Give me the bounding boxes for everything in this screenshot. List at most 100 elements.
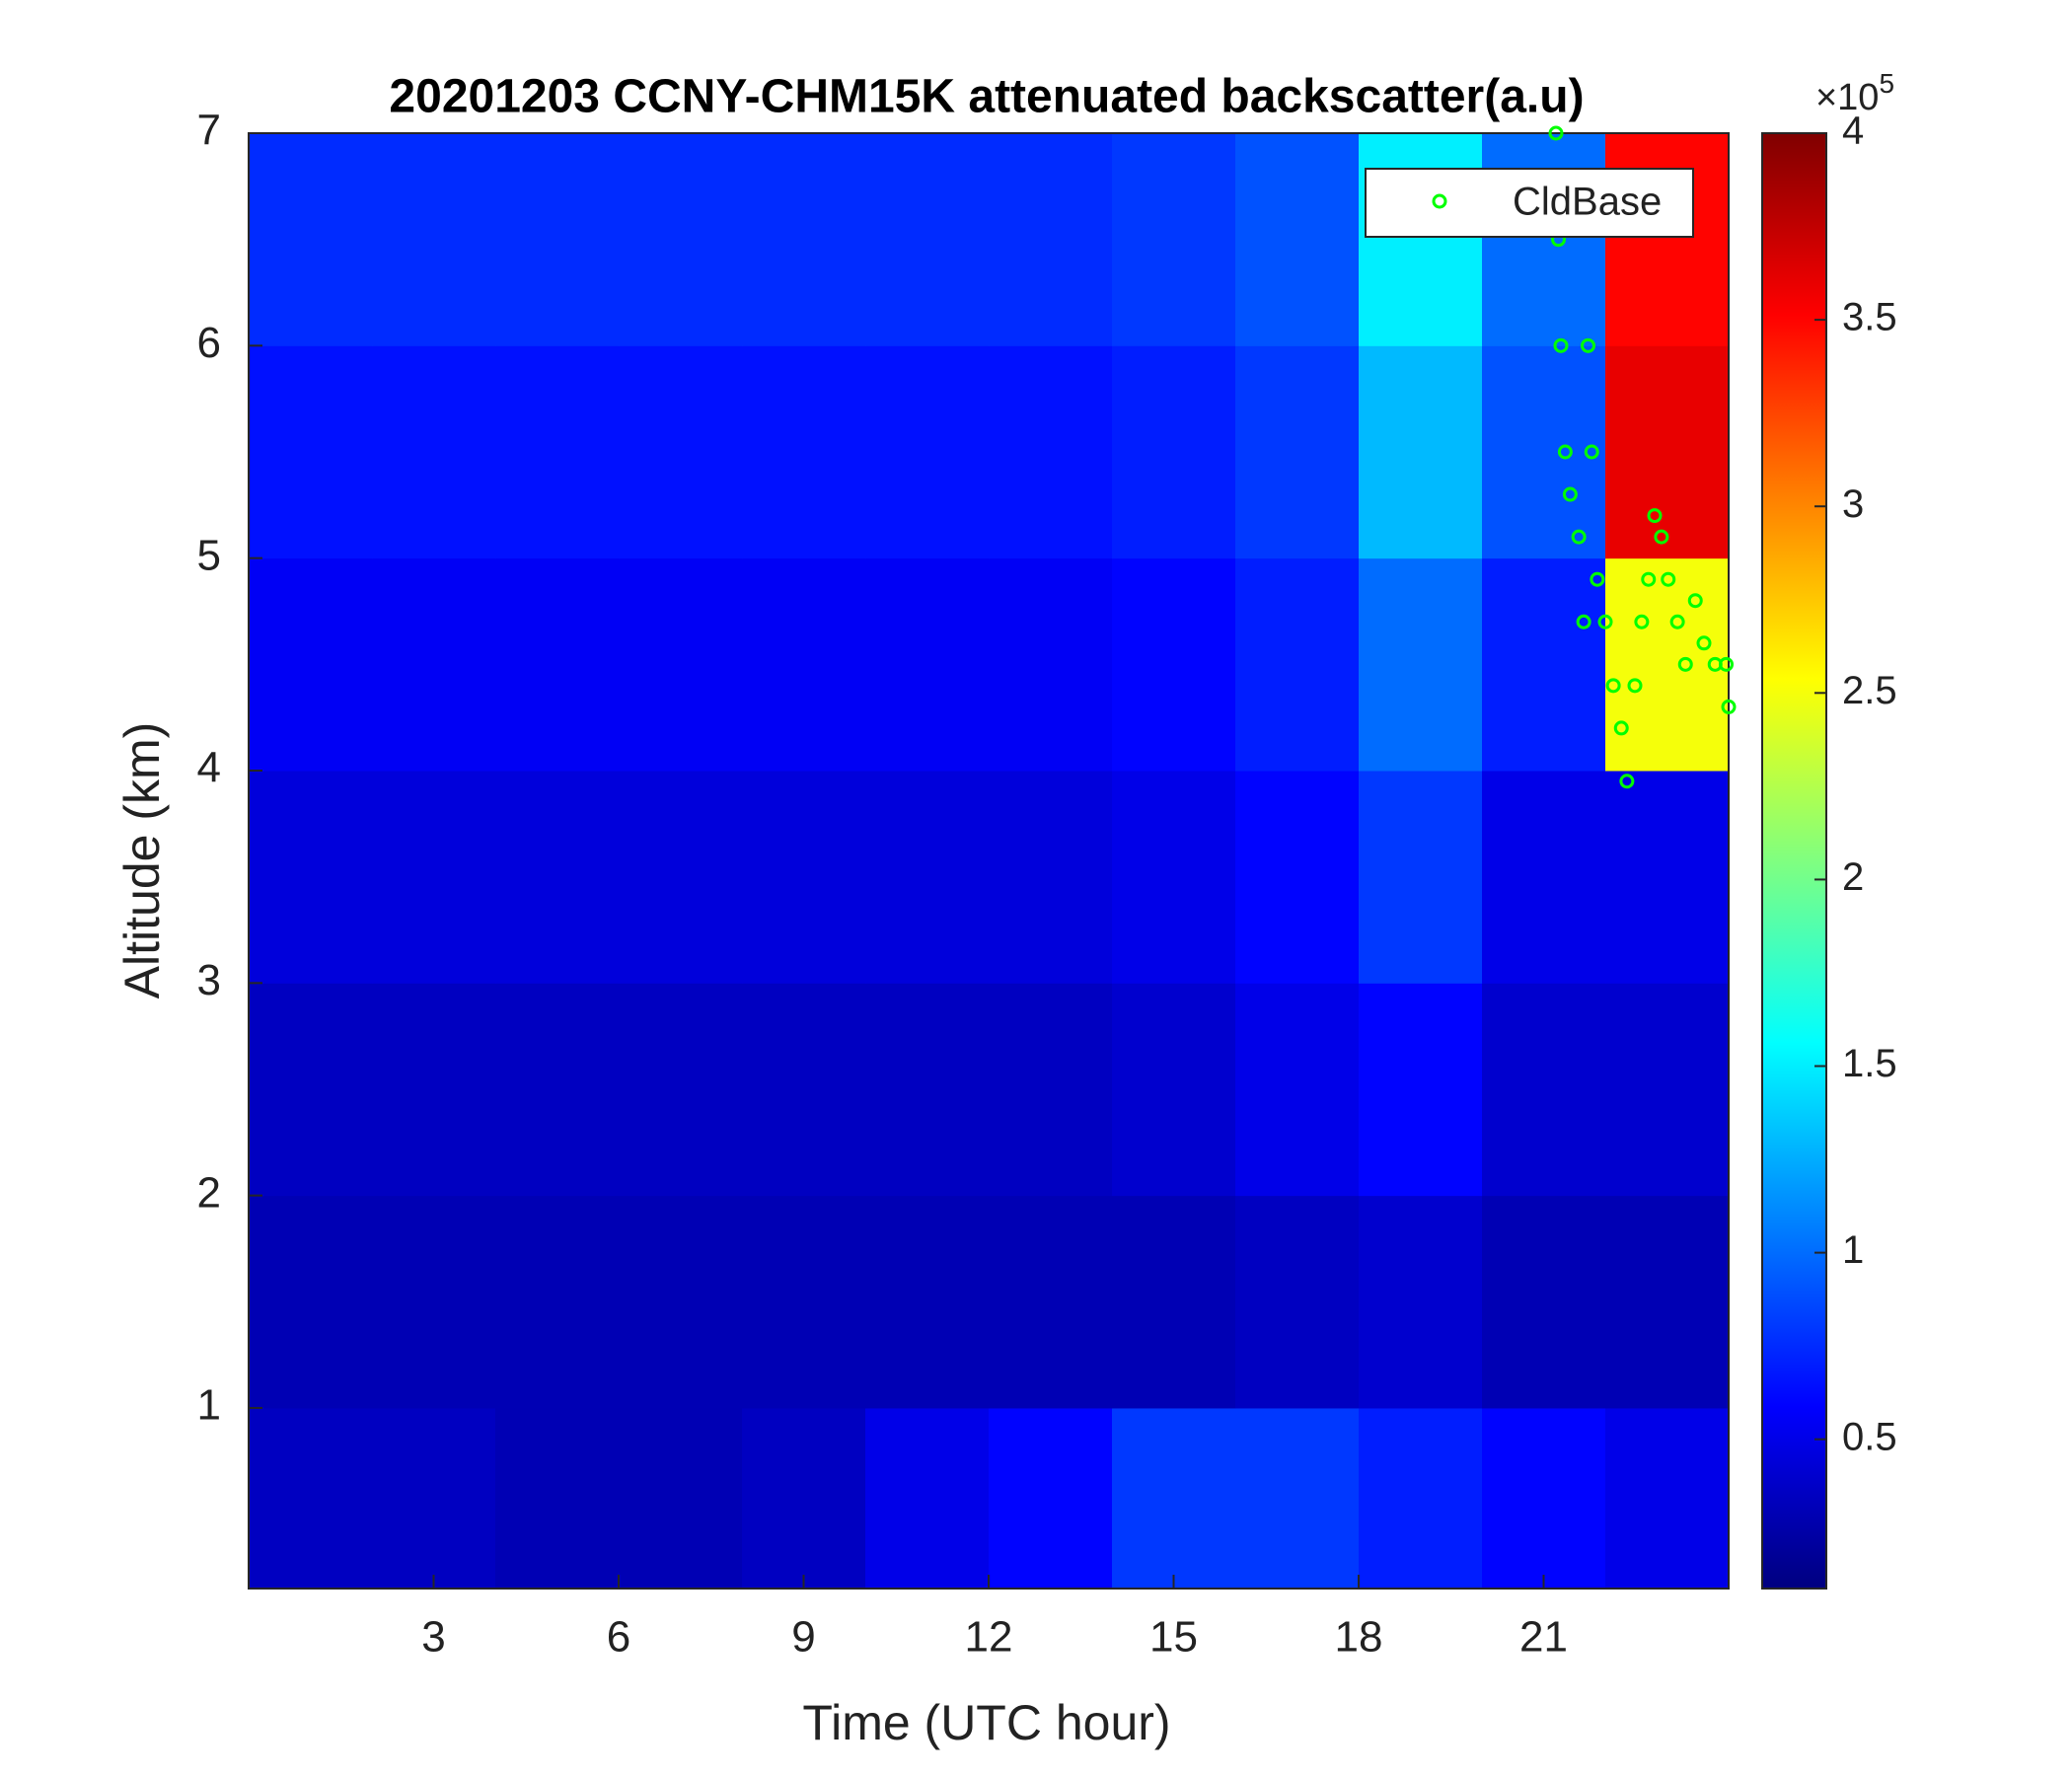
cloud-base-point — [1677, 656, 1693, 672]
colorbar-tick-label: 0.5 — [1842, 1415, 1897, 1458]
heatmap-cell — [1482, 557, 1606, 772]
heatmap-cell — [989, 345, 1113, 559]
heatmap-cell — [742, 1407, 866, 1590]
legend-box — [1365, 168, 1694, 238]
colorbar-tick-label: 1 — [1842, 1228, 1864, 1272]
heatmap-cell — [1605, 983, 1730, 1197]
heatmap-cell — [1359, 1195, 1483, 1409]
heatmap-cell — [1235, 557, 1360, 772]
heatmap-cell — [372, 557, 496, 772]
heatmap-cell — [1112, 1407, 1236, 1590]
heatmap-cell — [249, 1195, 373, 1409]
heatmap-cell — [1359, 983, 1483, 1197]
y-tick-label: 4 — [197, 744, 221, 792]
heatmap-cell — [495, 770, 620, 984]
heatmap-cell — [495, 1195, 620, 1409]
y-tick-label: 6 — [197, 319, 221, 367]
heatmap-cell — [989, 1195, 1113, 1409]
heatmap-cell — [1605, 1195, 1730, 1409]
cloud-base-point — [1619, 774, 1635, 789]
heatmap-cell — [495, 133, 620, 346]
cloud-base-point — [1562, 486, 1578, 502]
cloud-base-point — [1576, 614, 1591, 629]
colorbar — [1761, 132, 1827, 1590]
heatmap-cell — [495, 557, 620, 772]
heatmap-cell — [865, 557, 990, 772]
heatmap-cell — [1112, 133, 1236, 346]
colorbar-tick-label: 2 — [1842, 855, 1864, 899]
colorbar-tick-label: 3 — [1842, 482, 1864, 526]
cloud-base-point — [1557, 444, 1573, 460]
heatmap-cell — [989, 557, 1113, 772]
y-tick-label: 7 — [197, 107, 221, 155]
heatmap-cell — [619, 133, 743, 346]
x-tick-label: 15 — [1149, 1613, 1198, 1662]
heatmap-cell — [1482, 1195, 1606, 1409]
x-tick-label: 6 — [607, 1613, 630, 1662]
heatmap-cell — [495, 983, 620, 1197]
heatmap-cell — [1235, 770, 1360, 984]
heatmap-cell — [249, 345, 373, 559]
cloud-base-point — [1627, 678, 1643, 694]
heatmap-cell — [742, 983, 866, 1197]
heatmap-cell — [495, 345, 620, 559]
cloud-base-point — [1669, 614, 1685, 629]
heatmap-cell — [495, 1407, 620, 1590]
x-tick-label: 3 — [421, 1613, 445, 1662]
heatmap-cell — [865, 983, 990, 1197]
heatmap-cell — [1359, 770, 1483, 984]
heatmap-cell — [1235, 133, 1360, 346]
heatmap-cell — [619, 983, 743, 1197]
heatmap-cell — [1359, 133, 1483, 346]
heatmap-cell — [989, 983, 1113, 1197]
cloud-base-point — [1719, 656, 1734, 672]
legend-marker — [1432, 193, 1447, 209]
cloud-base-point — [1613, 720, 1629, 736]
heatmap-cell — [1482, 1407, 1606, 1590]
x-tick-label: 18 — [1335, 1613, 1383, 1662]
heatmap-cell — [372, 345, 496, 559]
heatmap-cell — [865, 770, 990, 984]
cloud-base-point — [1597, 614, 1613, 629]
heatmap-cell — [742, 1195, 866, 1409]
cloud-base-point — [1721, 699, 1737, 714]
cloud-base-point — [1548, 125, 1564, 141]
colorbar-scale-exponent: 5 — [1879, 68, 1894, 99]
heatmap-cell — [372, 983, 496, 1197]
heatmap-cell — [1112, 770, 1236, 984]
cloud-base-point — [1661, 571, 1676, 587]
heatmap-cell — [1235, 1407, 1360, 1590]
heatmap-cell — [1482, 770, 1606, 984]
heatmap-cell — [372, 1195, 496, 1409]
x-tick-label: 12 — [965, 1613, 1013, 1662]
heatmap-cell — [1482, 983, 1606, 1197]
heatmap-cell — [989, 770, 1113, 984]
heatmap-cell — [1605, 770, 1730, 984]
heatmap-cell — [619, 345, 743, 559]
colorbar-tick-label: 4 — [1842, 110, 1864, 153]
cloud-base-point — [1571, 529, 1587, 545]
heatmap-cell — [372, 1407, 496, 1590]
cloud-base-point — [1696, 635, 1712, 651]
heatmap-cell — [249, 770, 373, 984]
heatmap-cell — [989, 1407, 1113, 1590]
colorbar-tick-label: 1.5 — [1842, 1042, 1897, 1085]
heatmap-cell — [619, 1195, 743, 1409]
heatmap-cell — [249, 557, 373, 772]
heatmap-cell — [619, 557, 743, 772]
cloud-base-point — [1647, 508, 1663, 524]
cloud-base-point — [1654, 529, 1669, 545]
heatmap-cell — [865, 345, 990, 559]
chart-title: 20201203 CCNY-CHM15K attenuated backscat… — [389, 71, 1584, 123]
heatmap-cell — [1605, 345, 1730, 559]
cloud-base-point — [1584, 444, 1599, 460]
cloud-base-point — [1687, 593, 1703, 609]
heatmap-cell — [619, 1407, 743, 1590]
heatmap-cell — [989, 133, 1113, 346]
cloud-base-point — [1605, 678, 1621, 694]
cloud-base-point — [1590, 571, 1605, 587]
heatmap-cell — [1112, 557, 1236, 772]
heatmap-cell — [742, 133, 866, 346]
heatmap-cell — [742, 345, 866, 559]
